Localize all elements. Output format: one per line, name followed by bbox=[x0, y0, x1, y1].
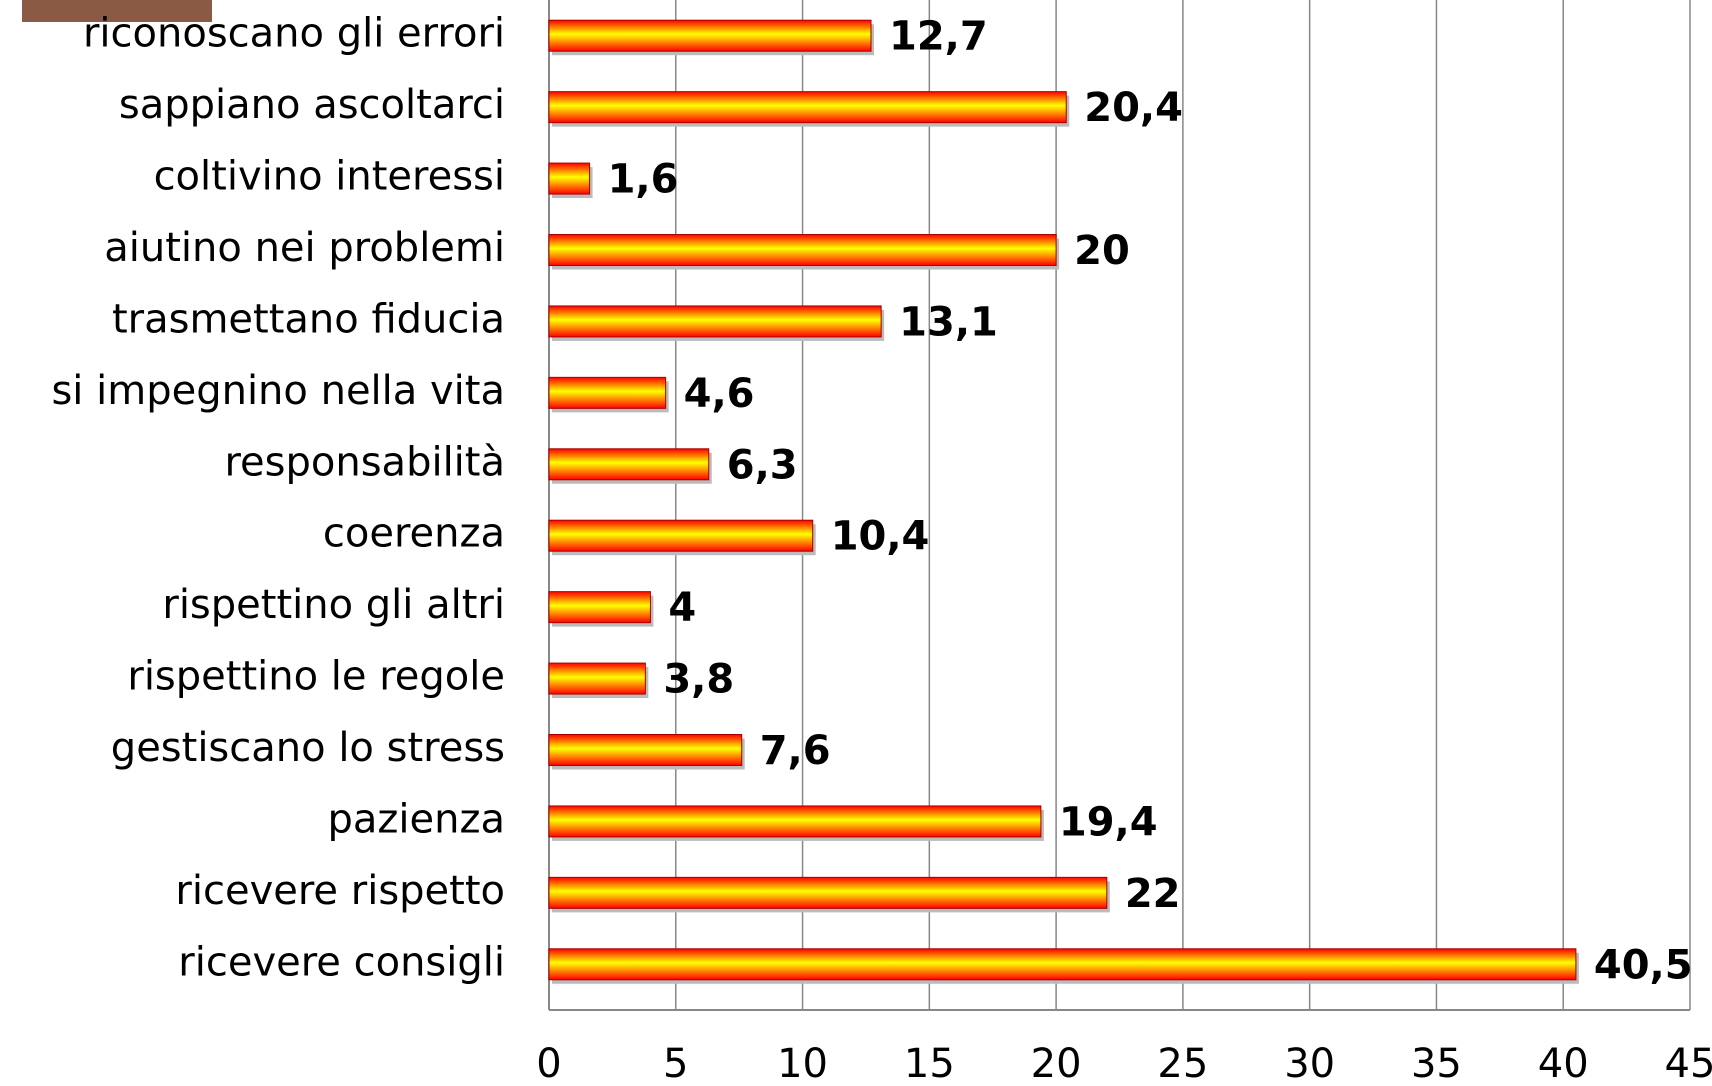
x-tick-label: 35 bbox=[1411, 1041, 1462, 1086]
x-tick-label: 40 bbox=[1538, 1041, 1589, 1086]
value-label: 7,6 bbox=[760, 728, 831, 774]
x-tick-label: 10 bbox=[777, 1041, 828, 1086]
x-tick-label: 20 bbox=[1031, 1041, 1082, 1086]
y-tick-label: riconoscano gli errori bbox=[83, 11, 505, 57]
y-tick-label: rispettino gli altri bbox=[162, 582, 505, 628]
value-label: 20 bbox=[1074, 228, 1130, 274]
bar bbox=[548, 662, 646, 695]
bar bbox=[548, 448, 710, 481]
bar bbox=[548, 805, 1042, 838]
y-tick-label: rispettino le regole bbox=[127, 654, 505, 700]
y-tick-label: gestiscano lo stress bbox=[111, 725, 505, 771]
value-label: 19,4 bbox=[1059, 799, 1158, 845]
value-label: 6,3 bbox=[727, 442, 798, 488]
y-tick-label: pazienza bbox=[328, 796, 505, 842]
bar bbox=[548, 376, 667, 409]
y-tick-label: aiutino nei problemi bbox=[104, 225, 505, 271]
y-tick-label: responsabilità bbox=[224, 439, 505, 485]
photo-fragment bbox=[22, 0, 212, 22]
value-label: 4 bbox=[668, 585, 696, 631]
value-label: 3,8 bbox=[663, 657, 734, 703]
value-label: 12,7 bbox=[889, 14, 988, 60]
bar bbox=[548, 591, 651, 624]
bar bbox=[548, 305, 882, 338]
y-tick-label: sappiano ascoltarci bbox=[119, 82, 505, 128]
value-label: 1,6 bbox=[608, 157, 679, 203]
bar bbox=[548, 876, 1108, 909]
y-tick-label: ricevere rispetto bbox=[175, 868, 505, 914]
x-tick-label: 30 bbox=[1284, 1041, 1335, 1086]
x-tick-label: 25 bbox=[1157, 1041, 1208, 1086]
bar bbox=[548, 91, 1067, 124]
value-label: 20,4 bbox=[1084, 85, 1183, 131]
bar bbox=[548, 19, 872, 52]
x-tick-label: 15 bbox=[904, 1041, 955, 1086]
bar bbox=[548, 162, 591, 195]
y-tick-label: trasmettano fiducia bbox=[112, 296, 505, 342]
bar bbox=[548, 734, 743, 766]
value-label: 4,6 bbox=[684, 371, 755, 417]
value-label: 13,1 bbox=[899, 299, 998, 345]
y-tick-label: coltivino interessi bbox=[154, 154, 505, 200]
bar bbox=[548, 234, 1057, 266]
bar bbox=[548, 948, 1577, 981]
value-label: 10,4 bbox=[831, 514, 930, 560]
value-label: 40,5 bbox=[1594, 942, 1693, 988]
y-tick-label: ricevere consigli bbox=[178, 939, 505, 985]
bar bbox=[548, 519, 814, 552]
value-label: 22 bbox=[1125, 871, 1181, 917]
x-tick-label: 0 bbox=[536, 1041, 561, 1086]
x-tick-label: 45 bbox=[1665, 1041, 1712, 1086]
y-tick-label: coerenza bbox=[323, 511, 505, 557]
x-tick-label: 5 bbox=[663, 1041, 688, 1086]
y-tick-label: si impegnino nella vita bbox=[51, 368, 505, 414]
